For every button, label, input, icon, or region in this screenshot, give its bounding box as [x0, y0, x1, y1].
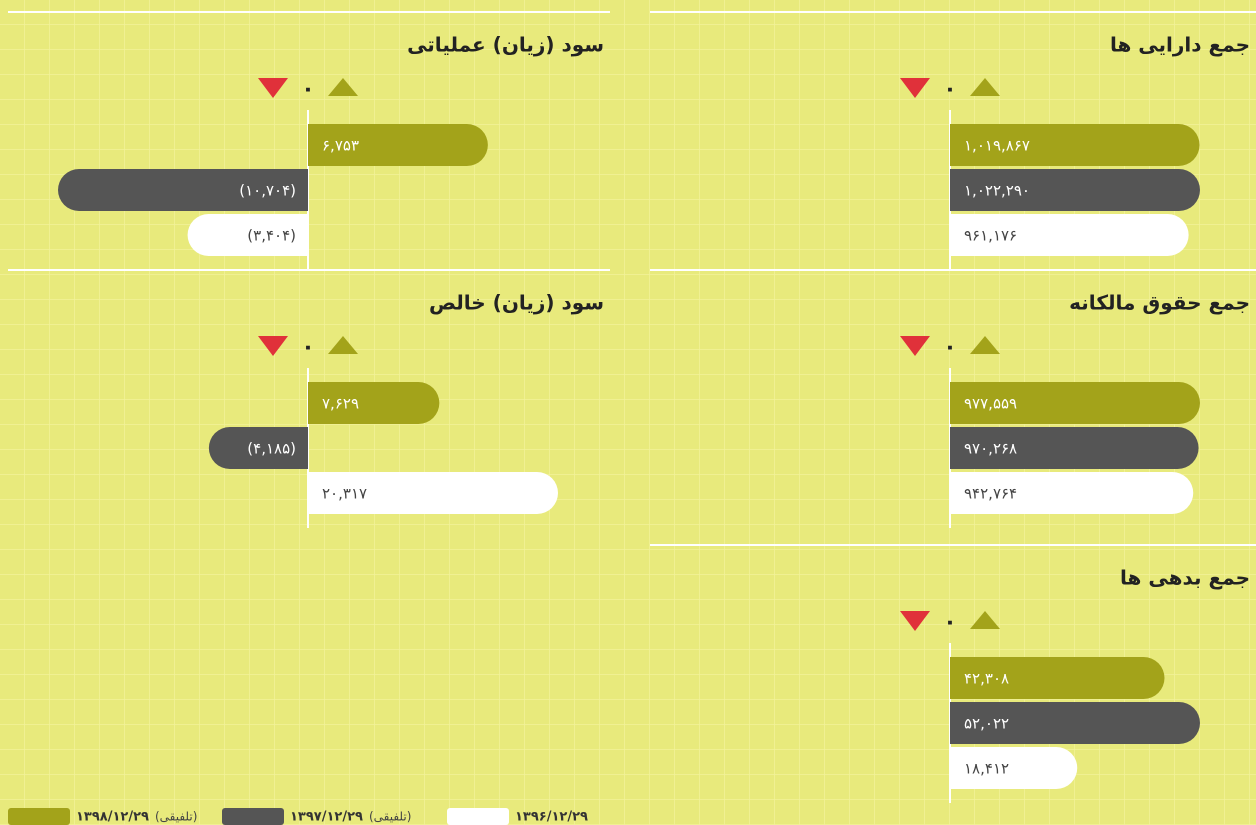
panel-title: جمع بدهی ها [1120, 566, 1250, 590]
legend-swatch [447, 808, 509, 825]
panel-title: جمع دارایی ها [1110, 33, 1250, 57]
bar [187, 214, 308, 256]
down-icon [258, 336, 288, 356]
value-label: (۴,۱۸۵) [247, 440, 296, 458]
value-label: (۳,۴۰۴) [247, 227, 296, 245]
legend-note: (تلفیقی) [369, 810, 411, 824]
up-icon [970, 611, 1000, 629]
value-label: ۶,۷۵۳ [322, 137, 359, 155]
zero-tick-label: ۰ [301, 335, 314, 360]
zero-tick-label: ۰ [943, 77, 956, 102]
bar [950, 427, 1199, 469]
bar [950, 747, 1078, 789]
up-icon [328, 336, 358, 354]
panel-title: جمع حقوق مالکانه [1069, 291, 1250, 315]
value-label: ۷,۶۲۹ [322, 395, 359, 413]
bar [308, 382, 440, 424]
legend-swatch [222, 808, 284, 825]
value-label: ۹۷۷,۵۵۹ [964, 395, 1017, 413]
legend-label: ۱۳۹۸/۱۲/۲۹ [76, 810, 149, 825]
bar [950, 124, 1200, 166]
down-icon [900, 78, 930, 98]
bar [950, 472, 1194, 514]
up-icon [970, 78, 1000, 96]
bar [950, 214, 1189, 256]
bar [950, 169, 1200, 211]
up-icon [328, 78, 358, 96]
bar [308, 124, 488, 166]
legend-swatch [8, 808, 70, 825]
bar [950, 657, 1165, 699]
value-label: ۵۲,۰۲۲ [964, 715, 1009, 733]
value-label: ۹۶۱,۱۷۶ [964, 227, 1017, 245]
value-label: (۱۰,۷۰۴) [239, 182, 296, 200]
down-icon [900, 336, 930, 356]
down-icon [258, 78, 288, 98]
legend-label: ۱۳۹۶/۱۲/۲۹ [515, 810, 588, 825]
bar [208, 427, 308, 469]
zero-tick-label: ۰ [943, 610, 956, 635]
zero-tick-label: ۰ [943, 335, 956, 360]
panel-title: سود (زیان) عملیاتی [407, 33, 604, 57]
bar [950, 702, 1200, 744]
value-label: ۹۴۲,۷۶۴ [964, 485, 1017, 503]
bar [308, 472, 558, 514]
bar [58, 169, 308, 211]
value-label: ۱,۰۱۹,۸۶۷ [964, 137, 1030, 155]
legend-note: (تلفیقی) [155, 810, 197, 824]
up-icon [970, 336, 1000, 354]
value-label: ۱۸,۴۱۲ [964, 760, 1009, 778]
bar [950, 382, 1200, 424]
value-label: ۱,۰۲۲,۲۹۰ [964, 182, 1030, 200]
value-label: ۲۰,۳۱۷ [322, 485, 367, 503]
legend-label: ۱۳۹۷/۱۲/۲۹ [290, 810, 363, 825]
panel-title: سود (زیان) خالص [429, 291, 604, 315]
value-label: ۴۲,۳۰۸ [964, 670, 1009, 688]
zero-tick-label: ۰ [301, 77, 314, 102]
value-label: ۹۷۰,۲۶۸ [964, 440, 1017, 458]
down-icon [900, 611, 930, 631]
